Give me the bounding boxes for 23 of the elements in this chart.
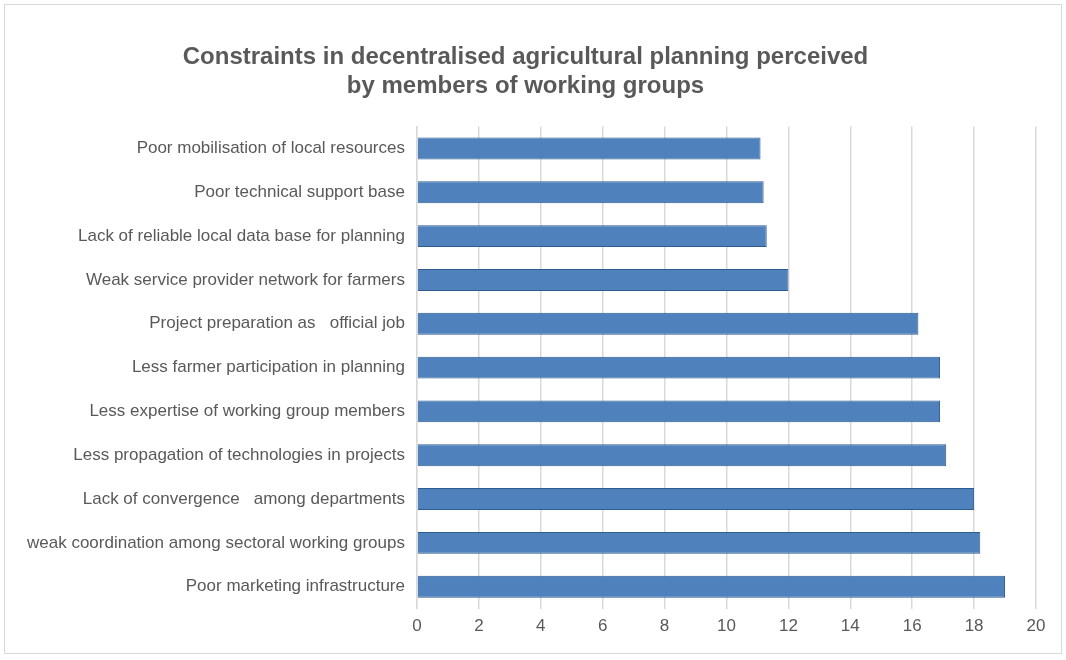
x-tick-label: 6 bbox=[597, 616, 608, 636]
x-tick-label: 8 bbox=[659, 616, 670, 636]
y-tick-label: Poor technical support base bbox=[194, 182, 405, 202]
y-tick-label: Project preparation as official job bbox=[149, 313, 405, 333]
x-tick-label: 16 bbox=[902, 616, 922, 636]
y-tick-label: Less expertise of working group members bbox=[89, 401, 405, 421]
y-tick-label: Poor marketing infrastructure bbox=[185, 576, 405, 596]
y-tick-label: Poor mobilisation of local resources bbox=[136, 138, 405, 158]
y-tick-label: Weak service provider network for farmers bbox=[85, 269, 405, 289]
x-tick-label: 4 bbox=[536, 616, 546, 636]
x-tick-label: 10 bbox=[717, 616, 736, 636]
x-tick-label: 2 bbox=[474, 616, 484, 636]
chart-title: Constraints in decentralised agricultural planning perceived by members of working groups bbox=[182, 42, 869, 98]
y-tick-label: Less propagation of technologies in projects bbox=[73, 444, 405, 464]
x-tick-label: 14 bbox=[840, 616, 860, 636]
y-tick-label: weak coordination among sectoral working groups bbox=[26, 532, 405, 552]
x-tick-label: 20 bbox=[1026, 616, 1046, 636]
y-tick-label: Lack of convergence among departments bbox=[82, 488, 405, 508]
x-tick-label: 0 bbox=[412, 616, 422, 636]
y-tick-label: Lack of reliable local data base for planning bbox=[77, 225, 405, 245]
y-tick-label: Less farmer participation in planning bbox=[131, 357, 405, 377]
x-tick-label: 18 bbox=[964, 616, 984, 636]
x-tick-label: 12 bbox=[778, 616, 798, 636]
